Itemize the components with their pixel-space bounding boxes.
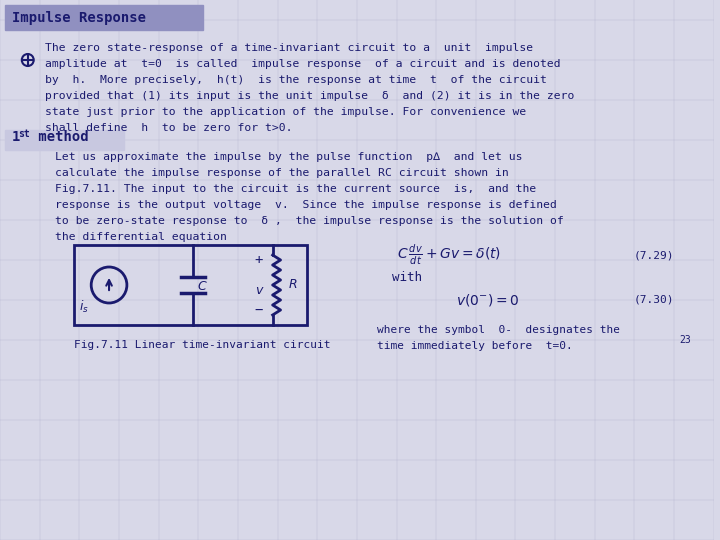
Text: $R$: $R$ xyxy=(289,279,298,292)
Text: calculate the impulse response of the parallel RC circuit shown in: calculate the impulse response of the pa… xyxy=(55,168,508,178)
Text: provided that (1) its input is the unit impulse  δ  and (2) it is in the zero: provided that (1) its input is the unit … xyxy=(45,91,574,101)
Text: Fig.7.11. The input to the circuit is the current source  is,  and the: Fig.7.11. The input to the circuit is th… xyxy=(55,184,536,194)
Text: The zero state-response of a time-invariant circuit to a  unit  impulse: The zero state-response of a time-invari… xyxy=(45,43,533,53)
Text: Fig.7.11 Linear time-invariant circuit: Fig.7.11 Linear time-invariant circuit xyxy=(74,340,331,350)
Text: Impulse Response: Impulse Response xyxy=(12,11,146,25)
Text: −: − xyxy=(255,303,263,317)
Text: shall define  h  to be zero for t>0.: shall define h to be zero for t>0. xyxy=(45,123,292,133)
Text: (7.30): (7.30) xyxy=(634,295,674,305)
Text: Let us approximate the impulse by the pulse function  p∆  and let us: Let us approximate the impulse by the pu… xyxy=(55,152,522,162)
Text: method: method xyxy=(30,130,89,144)
Text: response is the output voltage  v.  Since the impulse response is defined: response is the output voltage v. Since … xyxy=(55,200,557,210)
Text: 1: 1 xyxy=(12,130,20,144)
Bar xyxy=(74,245,307,325)
Text: amplitude at  t=0  is called  impulse response  of a circuit and is denoted: amplitude at t=0 is called impulse respo… xyxy=(45,59,560,69)
Text: st: st xyxy=(18,129,30,139)
Text: where the symbol  0-  designates the: where the symbol 0- designates the xyxy=(377,325,620,335)
Text: $C$: $C$ xyxy=(197,280,208,294)
Text: state just prior to the application of the impulse. For convenience we: state just prior to the application of t… xyxy=(45,107,526,117)
Text: $C\,\frac{dv}{dt} + Gv = \delta(t)$: $C\,\frac{dv}{dt} + Gv = \delta(t)$ xyxy=(397,243,500,267)
Text: +: + xyxy=(255,253,263,267)
Text: (7.29): (7.29) xyxy=(634,250,674,260)
Text: the differential equation: the differential equation xyxy=(55,232,226,242)
Text: by  h.  More precisely,  h(t)  is the response at time  t  of the circuit: by h. More precisely, h(t) is the respon… xyxy=(45,75,546,85)
Bar xyxy=(5,5,203,30)
Text: $v$: $v$ xyxy=(255,284,264,296)
Text: with: with xyxy=(392,271,422,284)
Bar xyxy=(5,130,124,150)
Text: $v(0^{-}) = 0$: $v(0^{-}) = 0$ xyxy=(456,292,519,308)
Text: time immediately before  t=0.: time immediately before t=0. xyxy=(377,341,572,351)
Text: 23: 23 xyxy=(679,335,690,345)
Text: $i_s$: $i_s$ xyxy=(79,299,89,315)
Text: to be zero-state response to  δ ,  the impulse response is the solution of: to be zero-state response to δ , the imp… xyxy=(55,216,563,226)
